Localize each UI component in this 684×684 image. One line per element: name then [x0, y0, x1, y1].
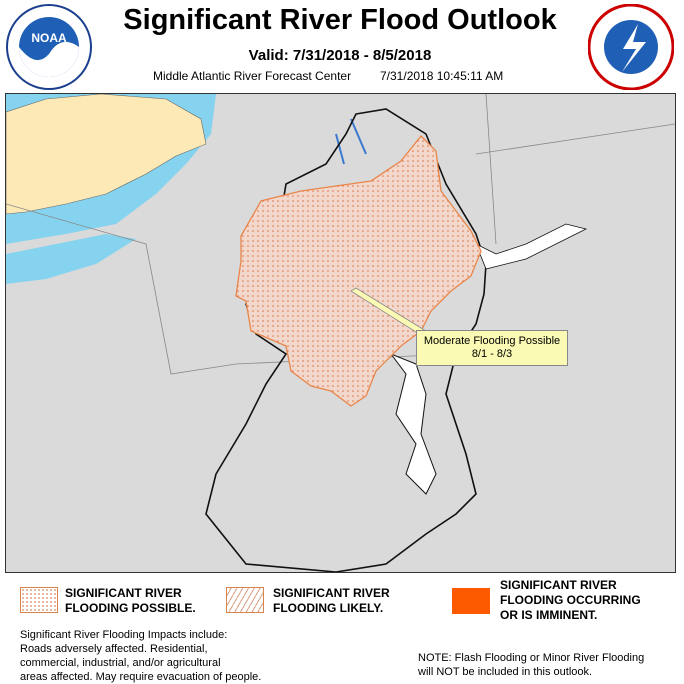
nws-logo	[587, 3, 675, 91]
chesapeake-bay	[389, 352, 437, 495]
forecast-center: Middle Atlantic River Forecast Center	[153, 69, 352, 83]
note-text: NOTE: Flash Flooding or Minor River Floo…	[418, 652, 645, 678]
callout-dates: 8/1 - 8/3	[471, 348, 513, 360]
flood-map	[5, 93, 676, 573]
outlook-callout[interactable]: Moderate Flooding Possible 8/1 - 8/3	[416, 330, 568, 366]
issued-timestamp: 7/31/2018 10:45:11 AM	[380, 69, 504, 83]
noaa-logo: NOAA	[6, 4, 92, 90]
lake-erie	[6, 234, 136, 284]
impacts-text: Significant River Flooding Impacts inclu…	[20, 629, 262, 683]
svg-text:NOAA: NOAA	[31, 31, 67, 45]
legend-swatch-occurring	[452, 588, 490, 614]
legend-label-possible: SIGNIFICANT RIVER FLOODING POSSIBLE.	[65, 586, 196, 615]
legend-label-likely: SIGNIFICANT RIVER FLOODING LIKELY.	[273, 586, 390, 615]
legend-swatch-possible	[20, 587, 58, 613]
legend-label-occurring: SIGNIFICANT RIVER FLOODING OCCURRING OR IS…	[500, 578, 641, 622]
callout-category: Moderate Flooding Possible	[423, 335, 561, 347]
canada	[5, 93, 207, 215]
page-title: Significant River Flood Outlook	[123, 4, 557, 36]
legend-swatch-likely	[226, 587, 264, 613]
valid-range: Valid: 7/31/2018 - 8/5/2018	[248, 47, 432, 64]
